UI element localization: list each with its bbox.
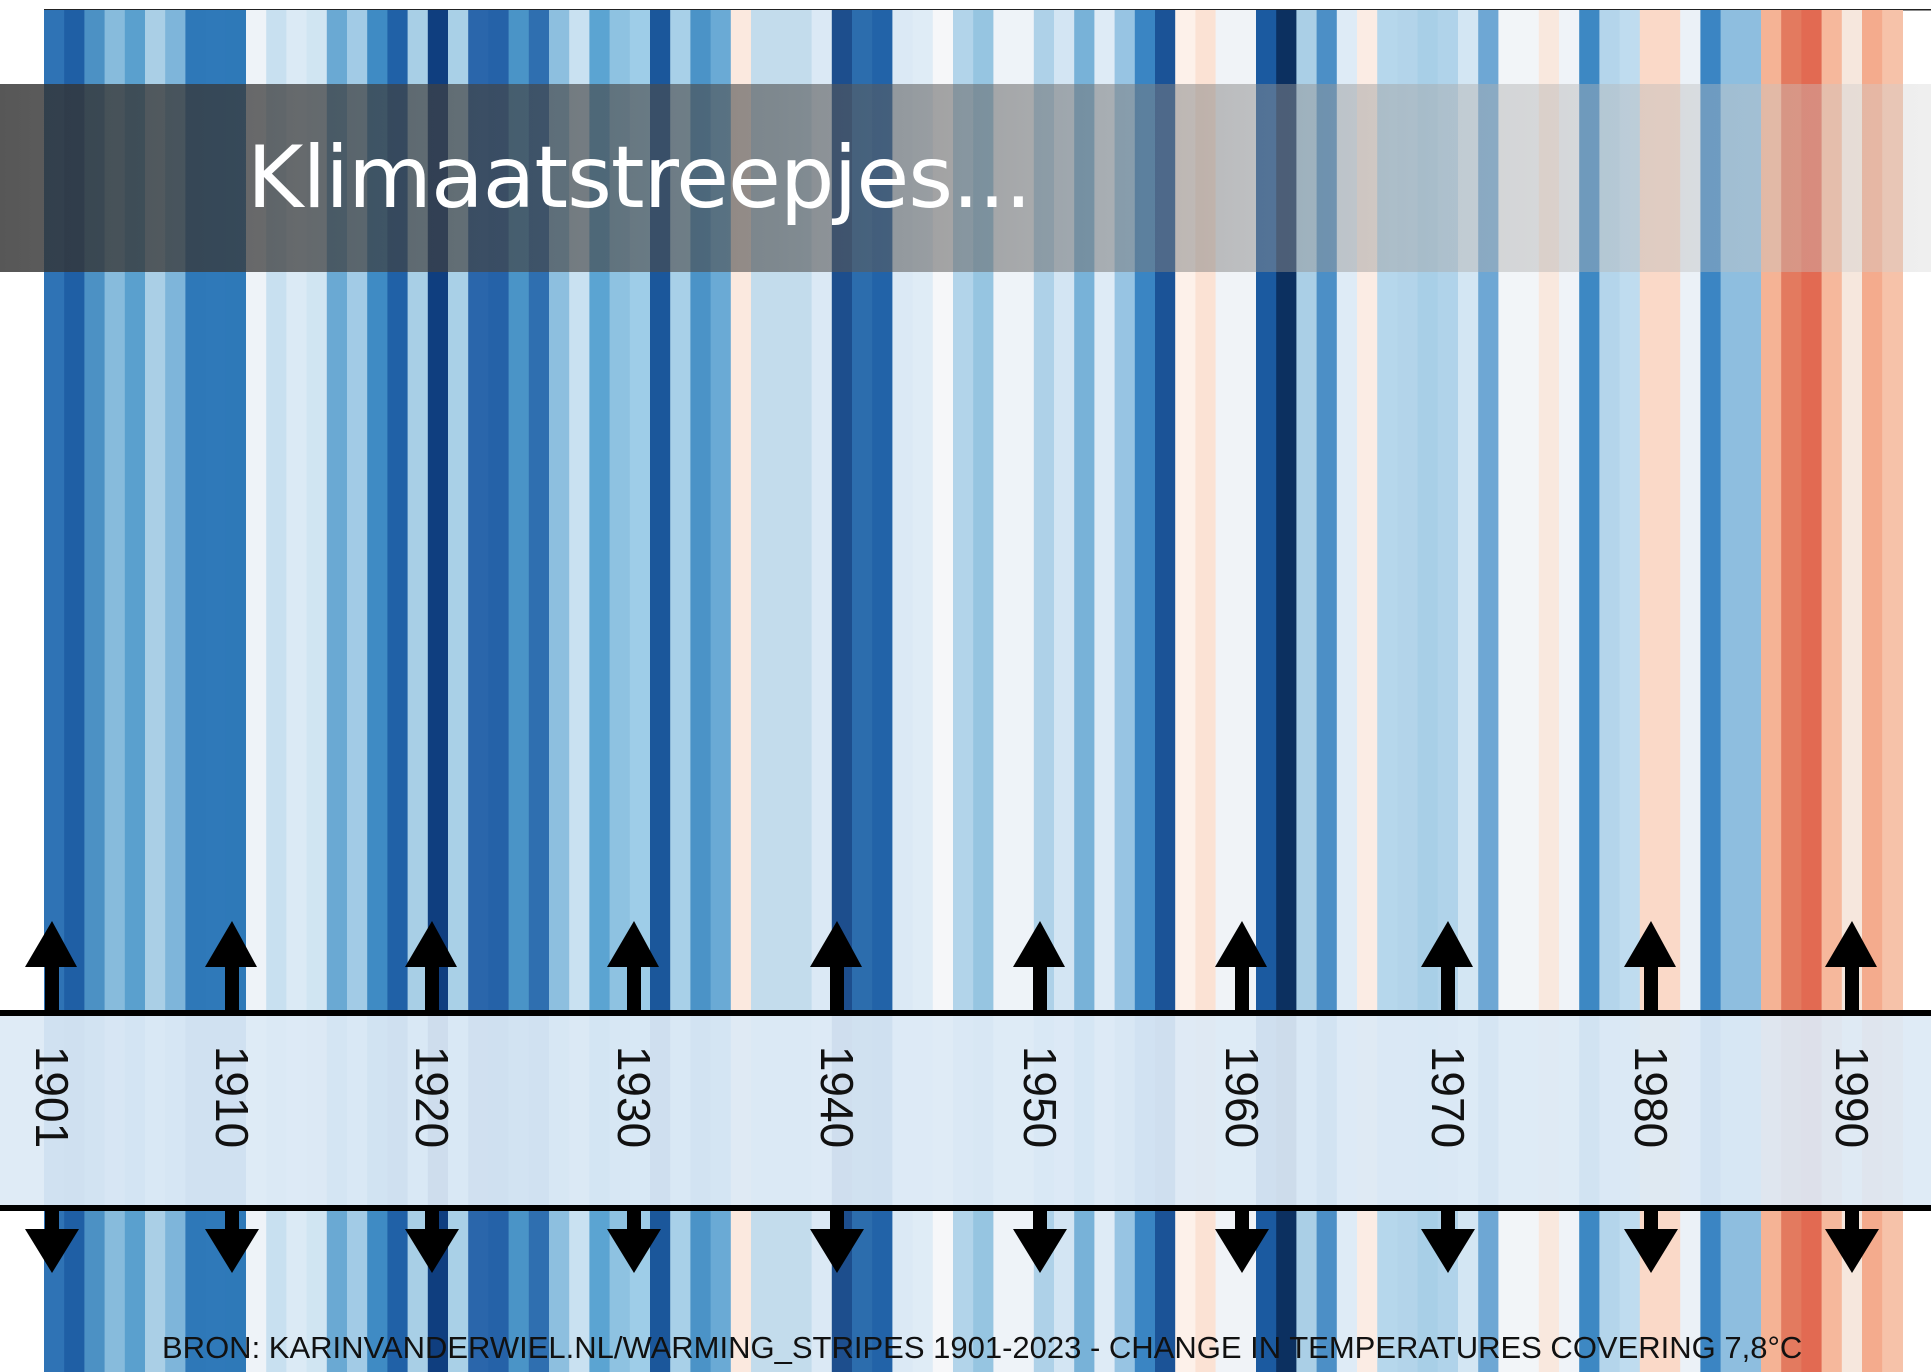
arrow-down-icon xyxy=(405,1209,459,1273)
year-label-1910: 1910 xyxy=(206,1045,258,1149)
chart-frame-top xyxy=(44,9,1931,11)
arrow-down-icon xyxy=(1013,1209,1067,1273)
arrow-up-icon xyxy=(607,921,659,1013)
arrow-down-icon xyxy=(607,1209,661,1273)
timeline-top-line xyxy=(0,1010,1931,1016)
arrow-down-icon xyxy=(205,1209,259,1273)
year-label-1970: 1970 xyxy=(1422,1045,1474,1149)
timeline-bottom-line xyxy=(0,1205,1931,1211)
arrow-up-icon xyxy=(1421,921,1473,1013)
year-label-1901: 1901 xyxy=(26,1045,78,1149)
arrow-up-icon xyxy=(25,921,77,1013)
arrow-up-icon xyxy=(1825,921,1877,1013)
year-label-1940: 1940 xyxy=(811,1045,863,1149)
arrow-down-icon xyxy=(810,1209,864,1273)
arrow-up-icon xyxy=(1624,921,1676,1013)
arrow-down-icon xyxy=(1421,1209,1475,1273)
timeline-band xyxy=(0,1013,1931,1209)
page-title: Klimaatstreepjes... xyxy=(247,128,1032,228)
year-label-1960: 1960 xyxy=(1216,1045,1268,1149)
arrow-down-icon xyxy=(25,1209,79,1273)
arrow-down-icon xyxy=(1825,1209,1879,1273)
arrow-up-icon xyxy=(1215,921,1267,1013)
arrow-up-icon xyxy=(810,921,862,1013)
arrow-up-icon xyxy=(1013,921,1065,1013)
year-label-1930: 1930 xyxy=(608,1045,660,1149)
year-label-1920: 1920 xyxy=(406,1045,458,1149)
year-label-1950: 1950 xyxy=(1014,1045,1066,1149)
title-banner xyxy=(0,84,1931,272)
arrow-up-icon xyxy=(205,921,257,1013)
year-label-1980: 1980 xyxy=(1625,1045,1677,1149)
year-label-1990: 1990 xyxy=(1826,1045,1878,1149)
source-caption: BRON: KARINVANDERWIEL.NL/WARMING_STRIPES… xyxy=(162,1330,1803,1365)
arrow-down-icon xyxy=(1624,1209,1678,1273)
arrow-up-icon xyxy=(405,921,457,1013)
arrow-down-icon xyxy=(1215,1209,1269,1273)
